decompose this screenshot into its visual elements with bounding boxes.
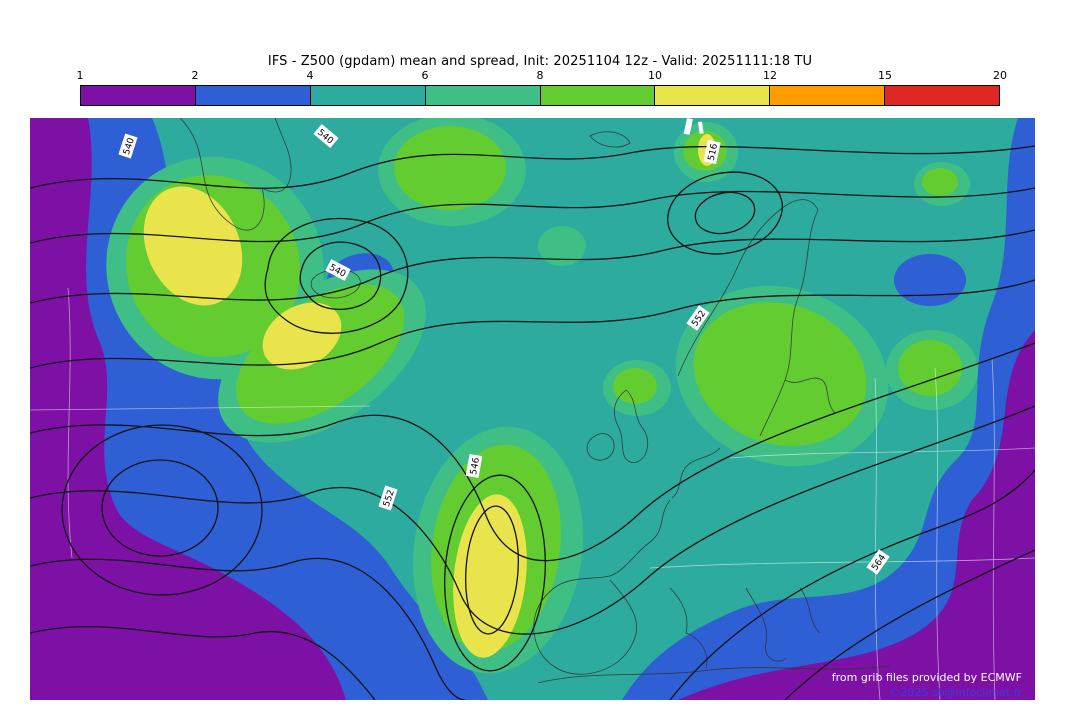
colorbar-tick: 4 — [306, 69, 314, 82]
colorbar-tick: 8 — [536, 69, 544, 82]
colorbar-segment — [425, 86, 541, 105]
colorbar-bar — [80, 85, 1000, 106]
colorbar-tick: 10 — [648, 69, 662, 82]
colorbar-tick: 1 — [76, 69, 84, 82]
colorbar-tick: 20 — [993, 69, 1007, 82]
colorbar-segment — [770, 86, 886, 105]
attribution-source: from grib files provided by ECMWF — [832, 671, 1022, 684]
colorbar-tick: 2 — [191, 69, 199, 82]
colorbar-segment — [885, 86, 999, 105]
contour-labels: 540 540 516 540 552 — [118, 123, 890, 575]
graticule — [30, 287, 1035, 700]
map-container: 540 540 516 540 552 — [30, 118, 1035, 700]
contour-label: 546 — [465, 454, 483, 478]
colorbar-segment — [310, 86, 426, 105]
attribution-copyright: ©2025 sb@infoclimat.fr — [889, 686, 1022, 699]
mean-contours — [30, 145, 1035, 700]
spread-map: 540 540 516 540 552 — [30, 118, 1035, 700]
colorbar-segment — [540, 86, 656, 105]
colorbar-tick: 15 — [878, 69, 892, 82]
coastlines — [179, 118, 891, 684]
colorbar-segment — [195, 86, 311, 105]
colorbar-tick: 12 — [763, 69, 777, 82]
colorbar-tick: 6 — [421, 69, 429, 82]
svg-text:516: 516 — [707, 143, 720, 162]
spread-fill-1-2 — [30, 118, 1035, 700]
colorbar-ticks: 1 2 4 6 8 10 12 15 20 — [76, 69, 1008, 82]
svg-text:546: 546 — [469, 457, 482, 476]
chart-title: IFS - Z500 (gpdam) mean and spread, Init… — [267, 54, 813, 69]
colorbar-segment — [81, 86, 196, 105]
contour-label: 516 — [703, 139, 721, 165]
colorbar-segment — [655, 86, 771, 105]
map-artifacts — [683, 118, 704, 135]
